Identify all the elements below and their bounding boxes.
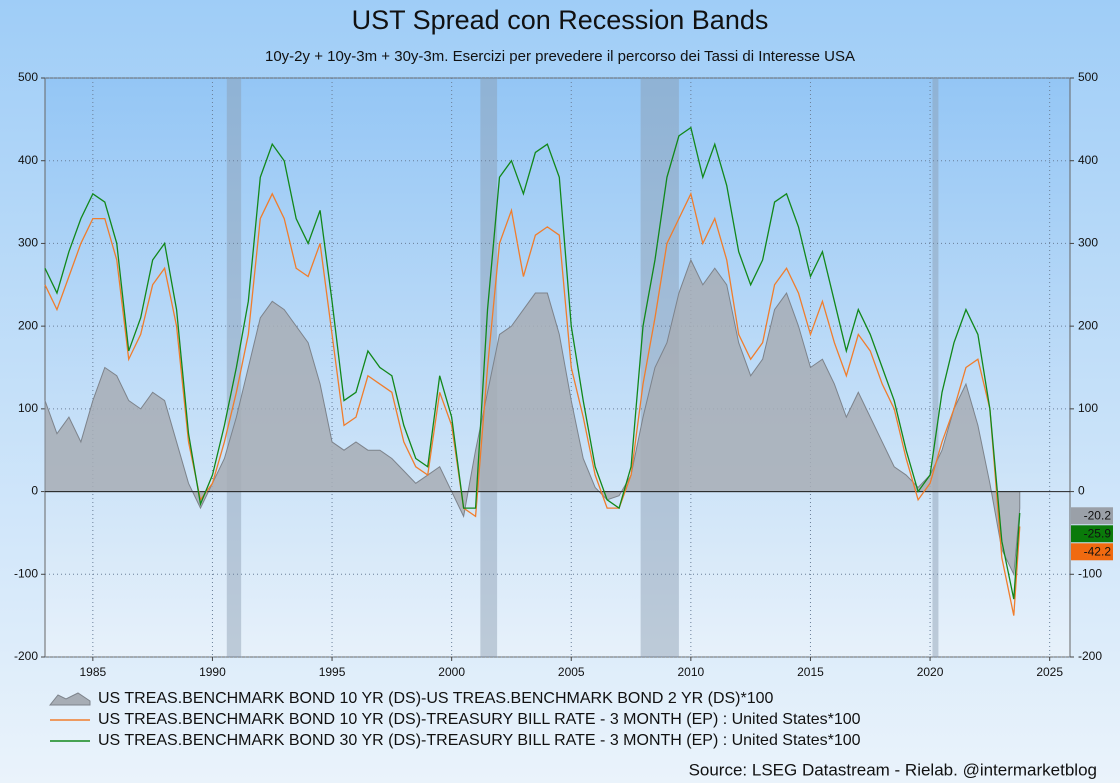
y-tick-label: -100 [14, 566, 38, 580]
source: Source: LSEG Datastream - Rielab. @inter… [689, 760, 1097, 779]
y2-tick-label: 300 [1078, 236, 1098, 250]
legend-label: US TREAS.BENCHMARK BOND 10 YR (DS)-US TR… [98, 690, 774, 707]
chart-subtitle: 10y-2y + 10y-3m + 30y-3m. Esercizi per p… [265, 48, 855, 65]
x-tick-label: 2015 [797, 665, 824, 679]
x-tick-label: 2010 [678, 665, 705, 679]
y-tick-label: 200 [18, 318, 38, 332]
recession-band [932, 78, 939, 657]
end-label: -20.2 [1084, 508, 1112, 522]
x-tick-label: 1985 [79, 665, 106, 679]
recession-band [226, 78, 242, 657]
y2-tick-label: 400 [1078, 153, 1098, 167]
y2-tick-label: -100 [1078, 566, 1102, 580]
y2-tick-label: 100 [1078, 401, 1098, 415]
chart-title: UST Spread con Recession Bands [352, 5, 769, 35]
y2-tick-label: 500 [1078, 70, 1098, 84]
y-tick-label: 0 [31, 484, 38, 498]
line [44, 191, 1021, 616]
x-tick-label: 2025 [1036, 665, 1063, 679]
recession-band [480, 78, 498, 657]
y-tick-label: 300 [18, 236, 38, 250]
end-label-box [1071, 525, 1113, 543]
x-tick-label: 1995 [319, 665, 346, 679]
line [44, 126, 1021, 600]
y-tick-label: 100 [18, 401, 38, 415]
legend-label: US TREAS.BENCHMARK BOND 30 YR (DS)-TREAS… [98, 732, 861, 749]
y-tick-label: -200 [14, 649, 38, 663]
legend-swatch [48, 692, 91, 706]
end-label: -25.9 [1084, 526, 1112, 540]
y2-tick-label: 0 [1078, 484, 1085, 498]
end-label-box [1071, 543, 1113, 561]
x-tick-label: 2000 [438, 665, 465, 679]
legend-label: US TREAS.BENCHMARK BOND 10 YR (DS)-TREAS… [98, 711, 861, 728]
y-tick-label: 500 [18, 70, 38, 84]
x-tick-label: 1990 [199, 665, 226, 679]
y2-tick-label: 200 [1078, 318, 1098, 332]
area [44, 258, 1021, 577]
x-tick-label: 2005 [558, 665, 585, 679]
x-tick-label: 2020 [917, 665, 944, 679]
y2-tick-label: -200 [1078, 649, 1102, 663]
y-tick-label: 400 [18, 153, 38, 167]
end-label-box [1071, 507, 1113, 525]
end-label: -42.2 [1084, 544, 1112, 558]
